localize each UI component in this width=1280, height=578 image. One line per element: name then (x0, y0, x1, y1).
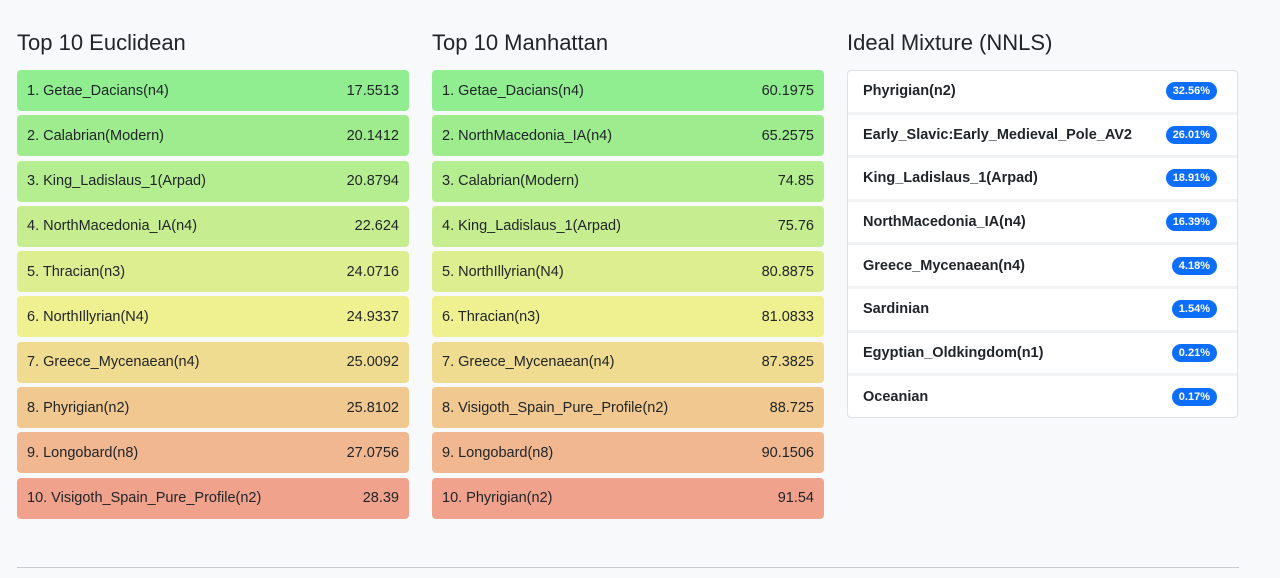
list-item: Greece_Mycenaean(n4) 4.18% (848, 245, 1237, 289)
list-item-name: 5. Thracian(n3) (27, 263, 126, 280)
list-item-distance: 20.8794 (346, 173, 399, 190)
list-item-name: 2. NorthMacedonia_IA(n4) (442, 127, 613, 144)
list-item: NorthMacedonia_IA(n4) 16.39% (848, 202, 1237, 246)
list-item: 9. Longobard(n8) 27.0756 (17, 432, 409, 474)
list-item: 4. NorthMacedonia_IA(n4) 22.624 (17, 205, 409, 247)
list-item-distance: 27.0756 (346, 444, 399, 461)
list-item-name: 6. NorthIllyrian(N4) (27, 308, 149, 325)
list-item-distance: 87.3825 (761, 354, 814, 371)
list-item-distance: 25.8102 (346, 399, 399, 416)
euclidean-list: 1. Getae_Dacians(n4) 17.5513 2. Calabrian(… (17, 70, 409, 519)
mixture-title: Ideal Mixture (NNLS) (847, 30, 1053, 55)
list-item-distance: 28.39 (362, 490, 399, 507)
mixture-population-name: Oceanian (863, 388, 929, 405)
list-item-name: 4. NorthMacedonia_IA(n4) (27, 218, 198, 235)
list-item: 5. Thracian(n3) 24.0716 (17, 251, 409, 293)
list-item: 8. Visigoth_Spain_Pure_Profile(n2) 88.725 (432, 387, 824, 429)
mixture-panel: Ideal Mixture (NNLS) Phyrigian(n2) 32.56%… (847, 28, 1239, 419)
list-item-distance: 25.0092 (346, 354, 399, 371)
euclidean-panel: Top 10 Euclidean 1. Getae_Dacians(n4) 17.… (17, 28, 409, 523)
percent-badge: 26.01% (1165, 125, 1217, 144)
list-item-name: 6. Thracian(n3) (442, 308, 541, 325)
manhattan-title: Top 10 Manhattan (432, 30, 609, 55)
list-item-name: 7. Greece_Mycenaean(n4) (442, 354, 615, 371)
manhattan-list: 1. Getae_Dacians(n4) 60.1975 2. NorthMaced… (432, 70, 824, 519)
mixture-list: Phyrigian(n2) 32.56% Early_Slavic:Early_Me… (847, 70, 1238, 419)
list-item: 4. King_Ladislaus_1(Arpad) 75.76 (432, 205, 824, 247)
list-item-distance: 81.0833 (761, 308, 814, 325)
list-item-distance: 74.85 (777, 173, 814, 190)
list-item: 7. Greece_Mycenaean(n4) 87.3825 (432, 341, 824, 383)
manhattan-panel: Top 10 Manhattan 1. Getae_Dacians(n4) 60.… (432, 28, 824, 523)
bottom-divider (17, 567, 1239, 568)
list-item: 7. Greece_Mycenaean(n4) 25.0092 (17, 341, 409, 383)
list-item-distance: 22.624 (354, 218, 399, 235)
list-item: 1. Getae_Dacians(n4) 17.5513 (17, 70, 409, 111)
list-item: 3. Calabrian(Modern) 74.85 (432, 160, 824, 202)
list-item: Egyptian_Oldkingdom(n1) 0.21% (848, 333, 1237, 377)
list-item-name: 10. Visigoth_Spain_Pure_Profile(n2) (27, 490, 262, 507)
list-item: Oceanian 0.17% (848, 376, 1237, 417)
list-item-distance: 90.1506 (761, 444, 814, 461)
mixture-population-name: Early_Slavic:Early_Medieval_Pole_AV2 (863, 126, 1132, 143)
list-item-distance: 24.9337 (346, 308, 399, 325)
mixture-population-name: Sardinian (863, 301, 930, 318)
list-item-distance: 60.1975 (761, 82, 814, 99)
percent-badge: 32.56% (1165, 82, 1217, 101)
list-item: Sardinian 1.54% (848, 289, 1237, 333)
list-item-distance: 65.2575 (761, 127, 814, 144)
list-item-name: 9. Longobard(n8) (442, 444, 554, 461)
list-item: 2. NorthMacedonia_IA(n4) 65.2575 (432, 115, 824, 157)
list-item-name: 4. King_Ladislaus_1(Arpad) (442, 218, 621, 235)
list-item: 6. NorthIllyrian(N4) 24.9337 (17, 296, 409, 338)
list-item-name: 3. Calabrian(Modern) (442, 173, 580, 190)
list-item-distance: 17.5513 (346, 82, 399, 99)
list-item-name: 9. Longobard(n8) (27, 444, 139, 461)
list-item-distance: 88.725 (769, 399, 814, 416)
list-item-name: 2. Calabrian(Modern) (27, 127, 165, 144)
list-item: 8. Phyrigian(n2) 25.8102 (17, 387, 409, 429)
list-item-name: 7. Greece_Mycenaean(n4) (27, 354, 200, 371)
list-item-name: 8. Phyrigian(n2) (27, 399, 130, 416)
list-item: 2. Calabrian(Modern) 20.1412 (17, 115, 409, 157)
list-item: King_Ladislaus_1(Arpad) 18.91% (848, 158, 1237, 202)
euclidean-title: Top 10 Euclidean (17, 30, 186, 55)
list-item-distance: 80.8875 (761, 263, 814, 280)
list-item-name: 8. Visigoth_Spain_Pure_Profile(n2) (442, 399, 669, 416)
list-item-name: 5. NorthIllyrian(N4) (442, 263, 564, 280)
list-item-distance: 91.54 (777, 490, 814, 507)
percent-badge: 4.18% (1171, 256, 1217, 275)
percent-badge: 1.54% (1171, 300, 1217, 319)
list-item-distance: 75.76 (777, 218, 814, 235)
list-item: 1. Getae_Dacians(n4) 60.1975 (432, 70, 824, 111)
list-item: 3. King_Ladislaus_1(Arpad) 20.8794 (17, 160, 409, 202)
percent-badge: 18.91% (1165, 169, 1217, 188)
list-item: 5. NorthIllyrian(N4) 80.8875 (432, 251, 824, 293)
mixture-population-name: Egyptian_Oldkingdom(n1) (863, 344, 1044, 361)
mixture-population-name: Greece_Mycenaean(n4) (863, 257, 1025, 274)
list-item-distance: 24.0716 (346, 263, 399, 280)
list-item: 10. Visigoth_Spain_Pure_Profile(n2) 28.39 (17, 477, 409, 519)
percent-badge: 0.21% (1171, 343, 1217, 362)
list-item: 6. Thracian(n3) 81.0833 (432, 296, 824, 338)
list-item: 10. Phyrigian(n2) 91.54 (432, 477, 824, 519)
list-item: Early_Slavic:Early_Medieval_Pole_AV2 26.0… (848, 115, 1237, 159)
mixture-population-name: King_Ladislaus_1(Arpad) (863, 170, 1038, 187)
list-item-name: 1. Getae_Dacians(n4) (27, 82, 169, 99)
list-item-name: 10. Phyrigian(n2) (442, 490, 553, 507)
percent-badge: 0.17% (1171, 387, 1217, 406)
percent-badge: 16.39% (1165, 213, 1217, 232)
list-item: Phyrigian(n2) 32.56% (848, 71, 1237, 115)
list-item-name: 1. Getae_Dacians(n4) (442, 82, 584, 99)
mixture-population-name: NorthMacedonia_IA(n4) (863, 214, 1026, 231)
mixture-population-name: Phyrigian(n2) (863, 83, 956, 100)
list-item-name: 3. King_Ladislaus_1(Arpad) (27, 173, 206, 190)
list-item-distance: 20.1412 (346, 127, 399, 144)
list-item: 9. Longobard(n8) 90.1506 (432, 432, 824, 474)
